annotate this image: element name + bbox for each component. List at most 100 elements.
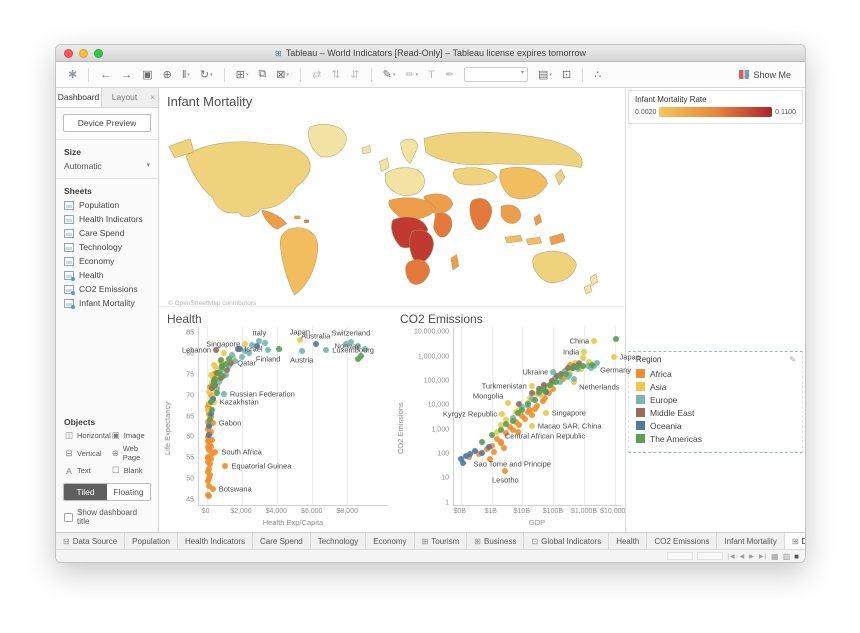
data-point[interactable] xyxy=(497,439,504,446)
show-sheet-icon[interactable]: ■ xyxy=(794,551,799,561)
sheet-tab-infant-mortality[interactable]: Infant Mortality xyxy=(717,533,785,549)
data-point[interactable] xyxy=(531,405,538,412)
presentation-mode-icon[interactable]: ⊡ xyxy=(561,69,572,81)
data-point[interactable] xyxy=(231,358,238,365)
data-point[interactable] xyxy=(559,375,566,382)
data-point[interactable] xyxy=(571,359,578,366)
data-point[interactable] xyxy=(204,438,211,445)
data-point[interactable] xyxy=(591,337,598,344)
data-point[interactable] xyxy=(215,369,222,376)
data-point[interactable] xyxy=(568,364,575,371)
data-point[interactable] xyxy=(323,346,330,353)
sheet-item-population[interactable]: Population xyxy=(56,198,158,212)
data-point[interactable] xyxy=(207,371,214,378)
data-point[interactable] xyxy=(354,343,361,350)
infant-mortality-legend[interactable]: Infant Mortality Rate 0.0020 0.1100 xyxy=(628,90,803,124)
show-labels-icon[interactable]: T xyxy=(428,68,435,81)
data-point[interactable] xyxy=(528,423,535,430)
data-point[interactable] xyxy=(265,347,272,354)
first-tab-icon[interactable]: |◀ xyxy=(727,553,736,560)
data-point[interactable] xyxy=(541,387,548,394)
data-point[interactable] xyxy=(205,406,212,413)
data-point[interactable] xyxy=(220,373,227,380)
region-legend-item-asia[interactable]: Asia xyxy=(636,380,795,393)
sheet-item-economy[interactable]: Economy xyxy=(56,254,158,268)
data-point[interactable] xyxy=(507,424,514,431)
show-me-button[interactable]: Show Me xyxy=(733,68,797,82)
previous-tab-icon[interactable]: ◀ xyxy=(739,553,746,560)
data-point[interactable] xyxy=(548,378,555,385)
data-point[interactable] xyxy=(488,431,495,438)
sheet-item-health-indicators[interactable]: Health Indicators xyxy=(56,212,158,226)
data-point[interactable] xyxy=(354,356,361,363)
sheet-tab-data-source[interactable]: ⊟ Data Source xyxy=(56,533,126,549)
sheet-tab-population[interactable]: Population xyxy=(125,533,178,549)
object-horizontal[interactable]: ◫ Horizontal xyxy=(64,430,111,441)
data-point[interactable] xyxy=(204,458,211,465)
save-icon[interactable]: ▣ xyxy=(142,69,153,81)
data-point[interactable] xyxy=(208,436,215,443)
data-point[interactable] xyxy=(342,340,349,347)
data-point[interactable] xyxy=(556,378,563,385)
data-point[interactable] xyxy=(457,455,464,462)
data-point[interactable] xyxy=(209,381,216,388)
sheet-item-infant-mortality[interactable]: Infant Mortality xyxy=(56,296,158,310)
sheet-tab-business[interactable]: ⊞ Business xyxy=(467,533,525,549)
data-point[interactable] xyxy=(207,456,214,463)
data-point[interactable] xyxy=(503,421,510,428)
pause-updates-icon[interactable]: ‖ ▾ xyxy=(181,68,190,81)
data-point[interactable] xyxy=(490,449,497,456)
data-point[interactable] xyxy=(242,341,249,348)
data-point[interactable] xyxy=(237,346,243,353)
data-point[interactable] xyxy=(570,378,577,385)
data-point[interactable] xyxy=(565,365,572,372)
data-point[interactable] xyxy=(516,400,523,407)
data-point[interactable] xyxy=(210,377,217,384)
data-point[interactable] xyxy=(256,338,263,345)
data-point[interactable] xyxy=(214,386,221,393)
last-tab-icon[interactable]: ▶| xyxy=(758,553,768,560)
tab-layout[interactable]: Layout xyxy=(111,92,138,102)
next-tab-icon[interactable]: ▶ xyxy=(749,553,755,560)
data-point[interactable] xyxy=(208,444,215,451)
data-point[interactable] xyxy=(460,459,467,466)
data-point[interactable] xyxy=(312,340,319,347)
fix-axes-icon[interactable]: ✒ xyxy=(444,69,455,81)
show-filmstrip-icon[interactable]: ▦ xyxy=(771,551,779,561)
data-point[interactable] xyxy=(493,428,500,435)
object-image[interactable]: ▣ Image xyxy=(111,430,154,441)
data-point[interactable] xyxy=(226,355,233,362)
data-point[interactable] xyxy=(472,448,479,455)
sheet-tab-economy[interactable]: Economy xyxy=(366,533,415,549)
region-legend-item-africa[interactable]: Africa xyxy=(636,367,795,380)
data-point[interactable] xyxy=(212,449,219,456)
data-point[interactable] xyxy=(463,453,470,460)
data-point[interactable] xyxy=(206,417,213,424)
data-point[interactable] xyxy=(253,343,260,350)
floating-button[interactable]: Floating xyxy=(107,484,150,500)
new-datasource-icon[interactable]: ⊕ xyxy=(162,69,172,81)
data-point[interactable] xyxy=(514,428,521,435)
sheet-item-health[interactable]: Health xyxy=(56,268,158,282)
data-point[interactable] xyxy=(503,429,510,436)
sheet-tab-global-indicators[interactable]: ⊡ Global Indicators xyxy=(524,533,610,549)
sheet-item-technology[interactable]: Technology xyxy=(56,240,158,254)
fit-width-icon[interactable]: ▤ ▾ xyxy=(538,69,552,81)
data-point[interactable] xyxy=(220,390,227,397)
region-legend-item-oceania[interactable]: Oceania xyxy=(636,419,795,432)
world-map[interactable] xyxy=(165,111,619,309)
data-point[interactable] xyxy=(510,414,517,421)
health-plot-area[interactable]: Lebanon Singapore Italy Japan Australia Switz… xyxy=(182,327,388,506)
data-point[interactable] xyxy=(581,348,588,355)
clear-sheet-icon[interactable]: ⊠ ▾ xyxy=(276,69,289,81)
titlebar[interactable]: ⊞ Tableau – World Indicators [Read-Only]… xyxy=(56,45,805,62)
data-point[interactable] xyxy=(493,435,500,442)
data-point[interactable] xyxy=(574,363,581,370)
size-selector[interactable]: Automatic ▾ xyxy=(56,159,158,175)
show-tabs-icon[interactable]: ▥ xyxy=(782,551,791,561)
data-point[interactable] xyxy=(553,372,560,379)
data-point[interactable] xyxy=(487,455,494,462)
data-point[interactable] xyxy=(500,445,507,452)
tableau-logo-icon[interactable]: ✱ xyxy=(68,69,78,81)
duplicate-sheet-icon[interactable]: ⧉ xyxy=(258,68,267,80)
